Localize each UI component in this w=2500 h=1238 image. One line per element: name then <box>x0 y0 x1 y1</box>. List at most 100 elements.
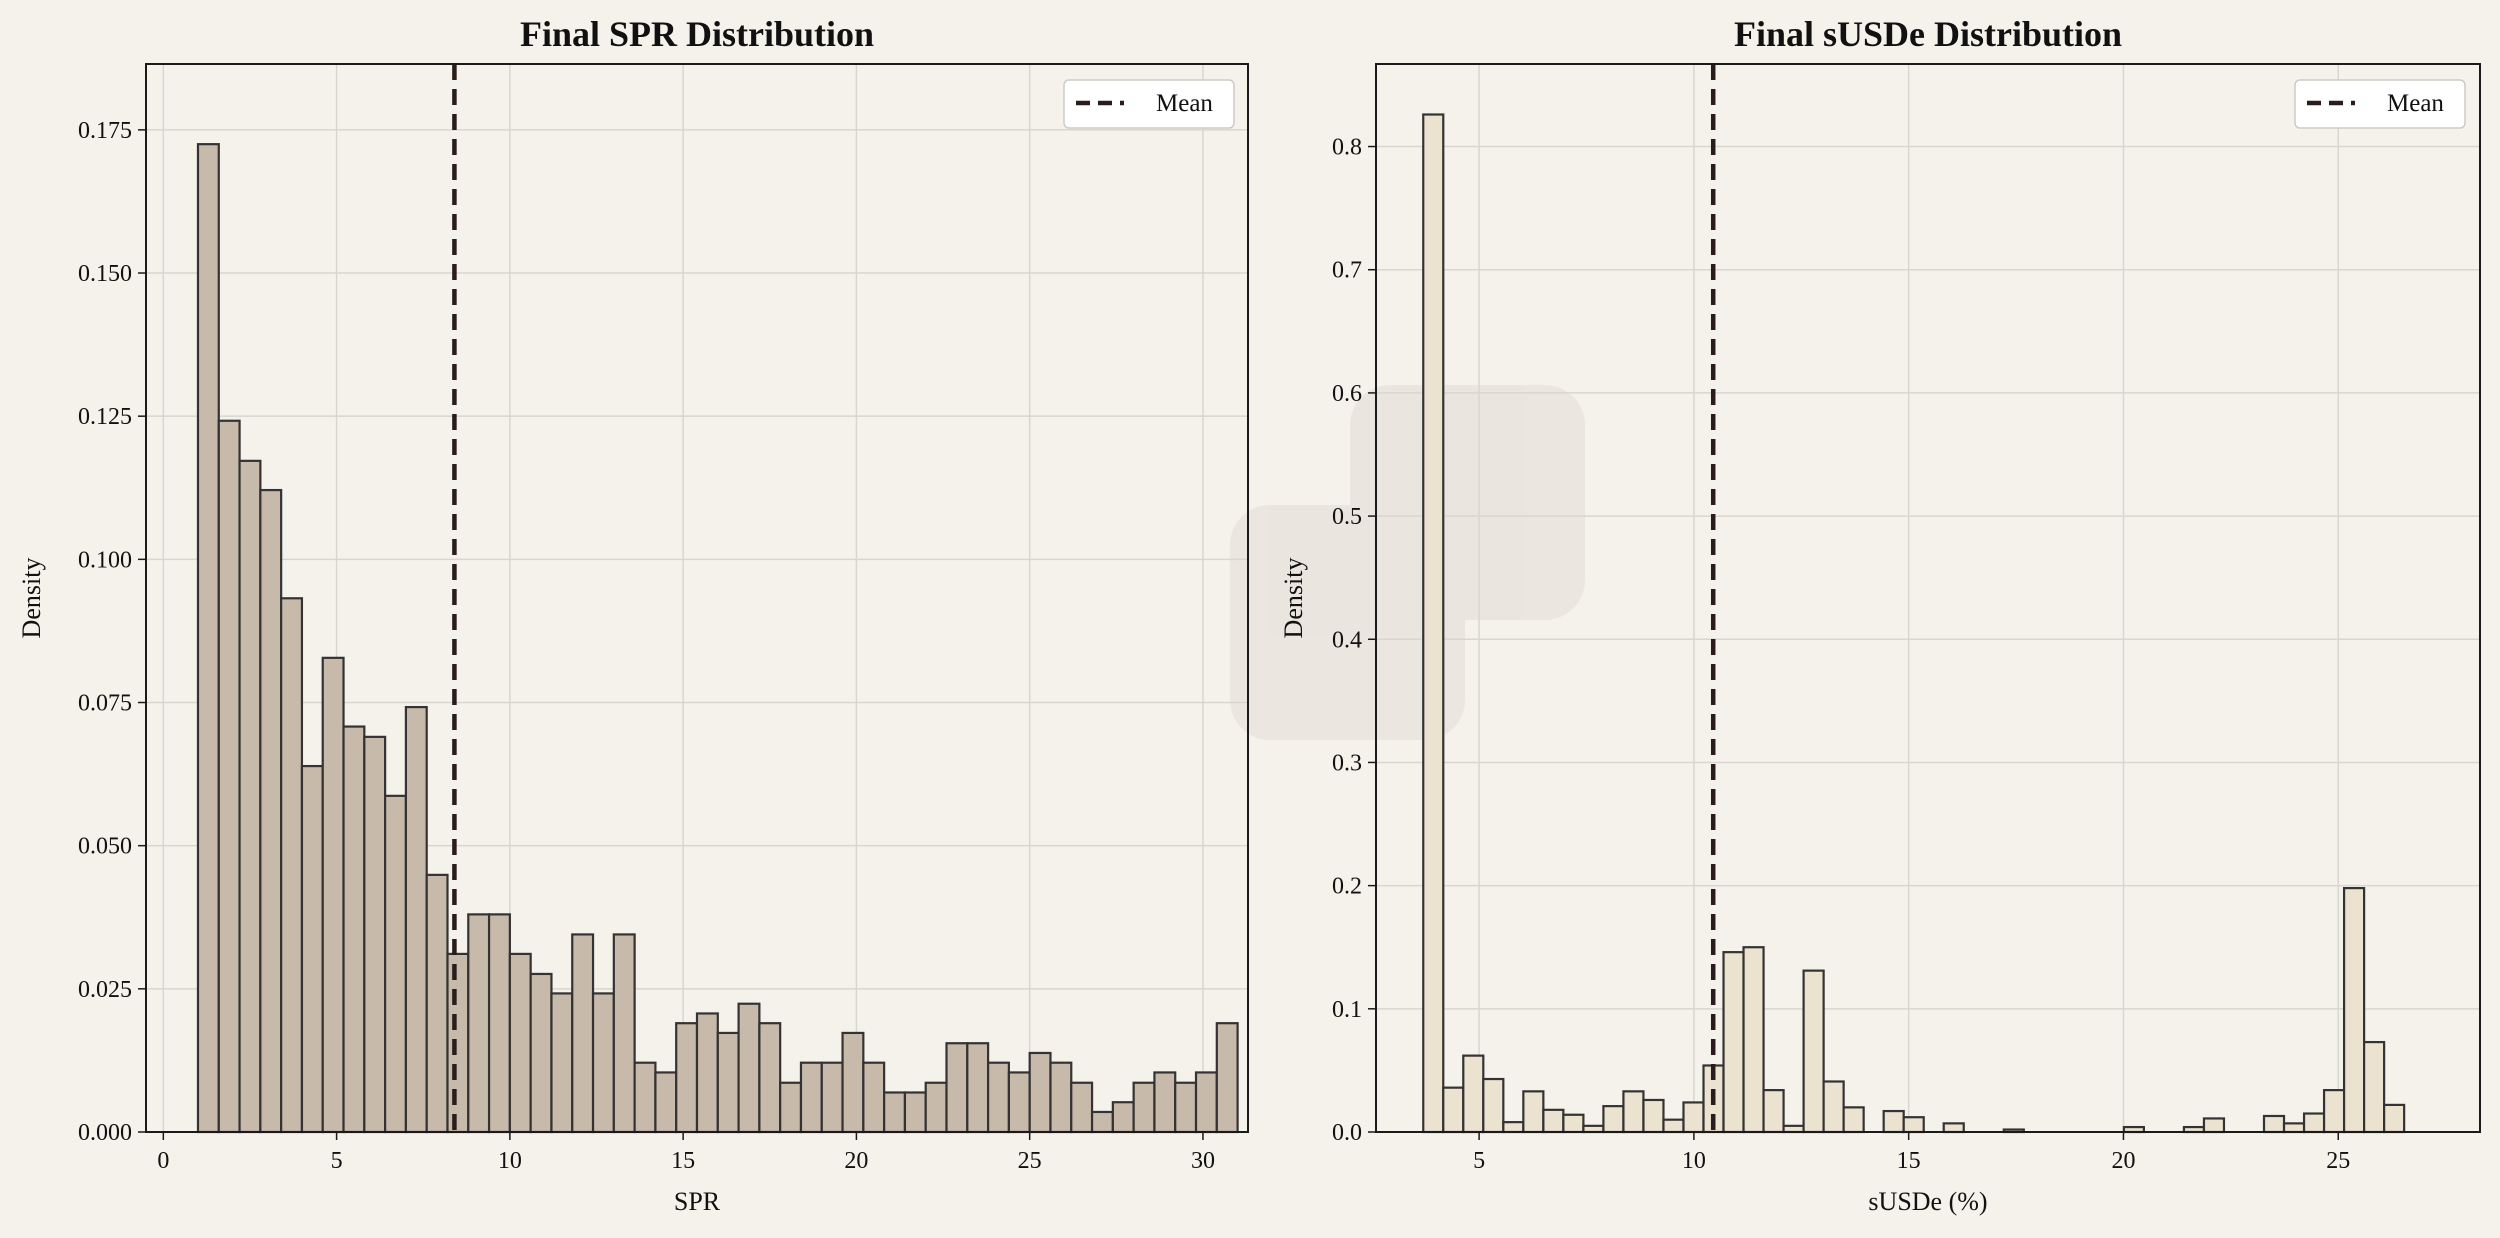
histogram-bar <box>924 1081 948 1134</box>
y-tick-label: 0.0 <box>1332 1120 1362 1146</box>
y-tick-label: 0.125 <box>78 404 132 430</box>
histogram-bar <box>1722 951 1745 1134</box>
x-tick-label: 10 <box>1682 1148 1706 1174</box>
histogram-bar <box>1642 1098 1665 1134</box>
histogram-bar <box>2202 1117 2226 1134</box>
histogram-bar <box>404 705 428 1134</box>
histogram-bar <box>1442 1086 1465 1134</box>
x-tick-label: 15 <box>671 1148 695 1174</box>
histogram-bar <box>862 1061 886 1134</box>
histogram-bar <box>259 488 283 1134</box>
y-tick-label: 0.4 <box>1332 627 1362 653</box>
bars-spr <box>196 143 1239 1134</box>
histogram-bar <box>695 1012 719 1134</box>
histogram-bar <box>779 1081 803 1134</box>
legend-spr: Mean <box>1063 79 1235 129</box>
x-tick-label: 30 <box>1191 1148 1215 1174</box>
y-tick-label: 0.3 <box>1332 750 1362 776</box>
x-ticks-spr: 0 5 10 15 20 25 30 <box>157 1132 1215 1174</box>
histogram-bar <box>737 1002 761 1134</box>
y-ticks-spr: 0.000 0.025 0.050 0.075 0.100 0.125 0.150 0.175 <box>78 118 146 1146</box>
x-tick-label: 0 <box>157 1148 169 1174</box>
y-tick-label: 0.175 <box>78 118 132 144</box>
histogram-bar <box>1842 1106 1865 1134</box>
histogram-bar <box>1542 1108 1565 1134</box>
y-tick-label: 0.8 <box>1332 135 1362 161</box>
y-ticks-susde: 0.0 0.1 0.2 0.3 0.4 0.5 0.6 0.7 0.8 <box>1332 135 1376 1146</box>
histogram-bar <box>591 992 615 1134</box>
grid-susde <box>1376 64 2480 1133</box>
histogram-bar <box>716 1031 740 1134</box>
histogram-bar <box>1070 1081 1094 1134</box>
histogram-bar <box>2363 1040 2386 1134</box>
watermark-logo <box>1230 385 1585 740</box>
y-tick-label: 0.050 <box>78 834 132 860</box>
histogram-bar <box>321 656 345 1134</box>
histogram-bar <box>1049 1061 1073 1134</box>
y-tick-label: 0.5 <box>1332 504 1362 530</box>
histogram-bar <box>508 952 532 1134</box>
histogram-bar <box>1090 1110 1114 1134</box>
x-tick-label: 10 <box>498 1148 522 1174</box>
y-tick-label: 0.075 <box>78 691 132 717</box>
histogram-bar <box>1562 1113 1585 1134</box>
histogram-bar <box>280 597 304 1134</box>
y-tick-label: 0.000 <box>78 1120 132 1146</box>
histogram-bar <box>2383 1103 2406 1134</box>
histogram-bar <box>217 419 241 1134</box>
x-tick-label: 20 <box>2111 1148 2135 1174</box>
histogram-bar <box>1902 1116 1925 1134</box>
histogram-bar <box>2302 1112 2326 1134</box>
histogram-bar <box>1007 1071 1031 1134</box>
x-ticks-susde: 5 10 15 20 25 <box>1473 1132 2350 1174</box>
histogram-bar <box>467 913 491 1134</box>
histogram-bar <box>300 764 324 1134</box>
y-tick-label: 0.2 <box>1332 874 1362 900</box>
y-tick-label: 0.150 <box>78 261 132 287</box>
histogram-bar <box>883 1091 907 1134</box>
histogram-bar <box>1802 969 1825 1134</box>
panel-susde: Final sUSDe Distribution 5 10 15 20 25 0.00.… <box>1279 14 2481 1216</box>
x-tick-label: 25 <box>2326 1148 2350 1174</box>
histogram-bar <box>1502 1121 1525 1134</box>
histogram-bar <box>1132 1081 1156 1134</box>
histogram-bar <box>1742 946 1765 1134</box>
y-tick-label: 0.7 <box>1332 258 1362 284</box>
histogram-bar <box>1622 1090 1645 1134</box>
legend-label-mean-susde: Mean <box>2387 90 2444 117</box>
y-tick-label: 0.1 <box>1332 997 1362 1023</box>
histogram-bar <box>1662 1118 1685 1134</box>
y-axis-label-susde: Density <box>1279 558 1308 639</box>
histogram-bar <box>342 725 366 1134</box>
chart-title-susde: Final sUSDe Distribution <box>1734 14 2122 54</box>
histogram-bar <box>2322 1089 2346 1134</box>
histogram-bar <box>363 735 387 1134</box>
histogram-bar <box>820 1061 844 1134</box>
panel-spr: Final SPR Distribution 0 5 10 15 20 25 30 0.00… <box>17 14 1249 1216</box>
histogram-bar <box>1462 1054 1485 1134</box>
histogram-bar <box>571 933 595 1134</box>
histogram-bar <box>550 992 574 1134</box>
y-tick-label: 0.100 <box>78 547 132 573</box>
histogram-bar <box>1174 1081 1198 1134</box>
histogram-bar <box>1762 1089 1785 1134</box>
histogram-bar <box>1111 1101 1135 1134</box>
histogram-bar <box>425 873 449 1134</box>
histogram-bar <box>1942 1122 1965 1134</box>
histogram-bar <box>238 459 262 1134</box>
histogram-bar <box>487 913 511 1134</box>
histogram-bar <box>2282 1122 2306 1134</box>
histogram-bar <box>966 1042 990 1134</box>
histogram-bar <box>758 1022 782 1134</box>
y-axis-label-spr: Density <box>17 558 46 639</box>
histogram-bar <box>1682 1101 1705 1134</box>
histogram-bar <box>1422 113 1445 1134</box>
histogram-bar <box>799 1061 823 1134</box>
histogram-bar <box>2262 1114 2286 1134</box>
legend-box-susde <box>2294 79 2466 129</box>
x-tick-label: 25 <box>1018 1148 1042 1174</box>
chart-title-spr: Final SPR Distribution <box>520 14 874 54</box>
histogram-bar <box>529 972 553 1134</box>
x-tick-label: 5 <box>1473 1148 1485 1174</box>
